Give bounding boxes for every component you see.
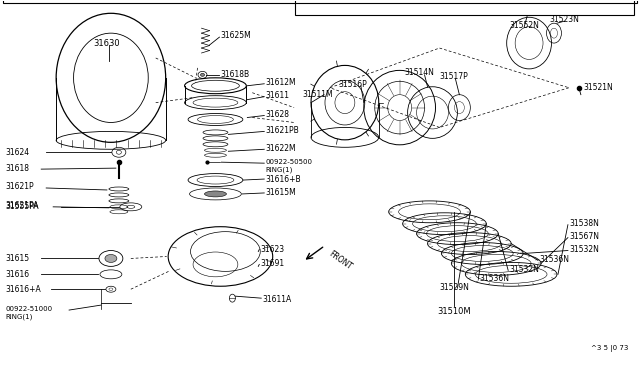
Text: 31618B: 31618B [220,70,250,79]
Text: 31616: 31616 [5,270,29,279]
Text: 31523N: 31523N [549,15,579,24]
Text: RING(1): RING(1) [265,167,292,173]
Text: 31623: 31623 [260,245,284,254]
Text: 31516P: 31516P [338,80,367,89]
Text: 31625M: 31625M [220,31,251,40]
Text: 31621PA: 31621PA [5,201,39,210]
Text: 31552N: 31552N [509,21,539,30]
Text: 31529N: 31529N [440,283,469,292]
Text: 31611A: 31611A [262,295,291,304]
Text: 31621PB: 31621PB [265,126,299,135]
Text: ^3 5 |0 73: ^3 5 |0 73 [591,345,628,352]
Text: 00922-51000: 00922-51000 [5,306,52,312]
Text: 31532N: 31532N [569,245,599,254]
Text: 31521N: 31521N [584,83,614,92]
Text: 31616+A: 31616+A [5,285,41,294]
Text: 31628: 31628 [265,110,289,119]
Ellipse shape [200,73,205,76]
Text: 31615M: 31615M [265,189,296,198]
Text: 31567N: 31567N [569,232,599,241]
Text: 31616+B: 31616+B [265,174,301,183]
Text: 31615: 31615 [5,254,29,263]
Text: 31532N: 31532N [509,265,539,274]
Text: 31612M: 31612M [265,78,296,87]
Text: 31514N: 31514N [404,68,435,77]
Text: 31538N: 31538N [569,219,599,228]
Text: 31611: 31611 [265,91,289,100]
Text: FRONT: FRONT [327,250,353,272]
Text: RING(1): RING(1) [5,314,33,320]
Bar [295,0,634,15]
Text: 31624: 31624 [5,148,29,157]
Text: 31630: 31630 [93,39,120,48]
Text: 31517P: 31517P [440,72,468,81]
Text: 31555PA: 31555PA [5,202,39,211]
Ellipse shape [105,254,117,262]
Text: 31536N: 31536N [539,255,569,264]
Text: 31621P: 31621P [5,183,34,192]
Text: 31536N: 31536N [479,274,509,283]
Text: 00922-50500: 00922-50500 [265,159,312,165]
Text: 31622M: 31622M [265,144,296,153]
Text: 31511M: 31511M [302,90,333,99]
Text: 31618: 31618 [5,164,29,173]
Text: 31510M: 31510M [438,307,471,315]
Text: 31691: 31691 [260,259,284,268]
Ellipse shape [205,191,227,197]
